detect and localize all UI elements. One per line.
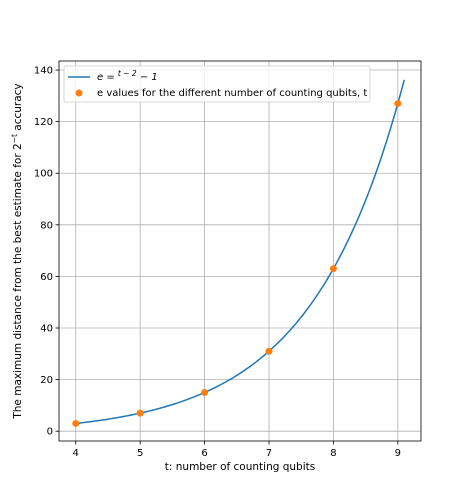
scatter-point [265,347,273,355]
x-axis-label: t: number of counting qubits [165,461,315,473]
x-tick-label: 9 [395,448,401,459]
x-tick-label: 6 [201,448,207,459]
legend-line-label-base: e = [97,72,118,83]
y-axis-label-superscript: −t [10,134,19,143]
scatter-point [394,100,402,108]
y-tick-label: 100 [34,169,53,180]
y-tick-label: 140 [34,66,53,77]
grid-lines [59,61,421,441]
y-tick-label: 80 [40,220,53,231]
axis-ticks: 4 5 6 7 8 9 0 20 40 60 80 100 120 140 [34,66,401,459]
x-tick-label: 5 [137,448,143,459]
legend-entry-scatter: e values for the different number of cou… [97,88,367,99]
y-tick-label: 40 [40,324,53,335]
y-tick-label: 0 [47,427,53,438]
legend-entry-line: e = t − 2 − 1 [97,69,158,83]
y-axis-label-tail: accuracy [12,83,24,134]
scatter-point [72,419,80,427]
scatter-point [136,409,144,417]
x-tick-label: 7 [266,448,272,459]
series-line [75,79,405,425]
y-axis-label: The maximum distance from the best estim… [10,83,24,419]
x-tick-label: 4 [73,448,79,459]
legend-scatter-swatch [75,89,83,97]
y-tick-label: 20 [40,375,53,386]
y-tick-label: 60 [40,272,53,283]
legend: e = t − 2 − 1 e values for the different… [63,65,371,103]
y-axis-label-main: The maximum distance from the best estim… [12,143,24,419]
legend-box [63,65,371,103]
legend-line-label-superscript: t − 2 [118,69,137,78]
legend-line-label-tail: − 1 [137,72,158,83]
scatter-point [201,389,209,397]
y-tick-label: 120 [34,117,53,128]
series-layer [72,79,405,427]
x-tick-label: 8 [330,448,336,459]
plot-frame [58,60,422,442]
scatter-point [329,265,337,273]
